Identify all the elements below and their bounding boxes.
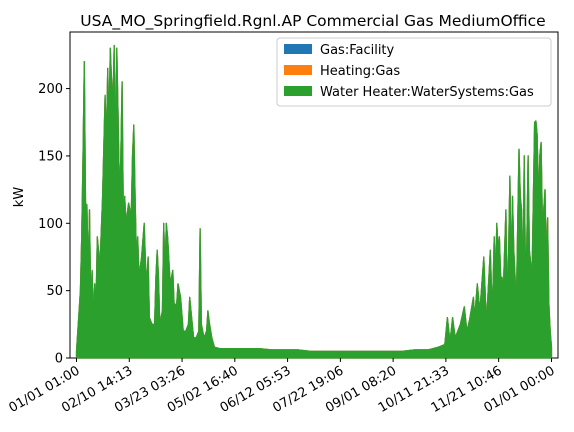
legend-swatch-heating-gas	[284, 65, 312, 75]
y-tick-label: 200	[38, 82, 63, 97]
legend-frame	[276, 37, 552, 107]
legend-label-gas-facility: Gas:Facility	[320, 43, 395, 58]
legend-swatch-water-heater	[284, 86, 312, 96]
y-tick-label: 0	[55, 352, 63, 367]
legend: Gas:Facility Heating:Gas Water Heater:Wa…	[276, 37, 552, 107]
series-marks	[75, 44, 553, 359]
chart-title: USA_MO_Springfield.Rgnl.AP Commercial Ga…	[80, 12, 545, 31]
y-axis: 0 50 100 150 200	[38, 82, 70, 367]
series-area-water-heater-watersystems-gas	[75, 44, 553, 359]
y-tick-label: 100	[38, 217, 63, 232]
y-axis-label: kW	[12, 187, 27, 208]
legend-swatch-gas-facility	[284, 44, 312, 54]
legend-label-heating-gas: Heating:Gas	[320, 64, 400, 79]
legend-label-water-heater: Water Heater:WaterSystems:Gas	[320, 85, 534, 100]
y-tick-label: 150	[38, 149, 63, 164]
y-tick-label: 50	[46, 284, 63, 299]
